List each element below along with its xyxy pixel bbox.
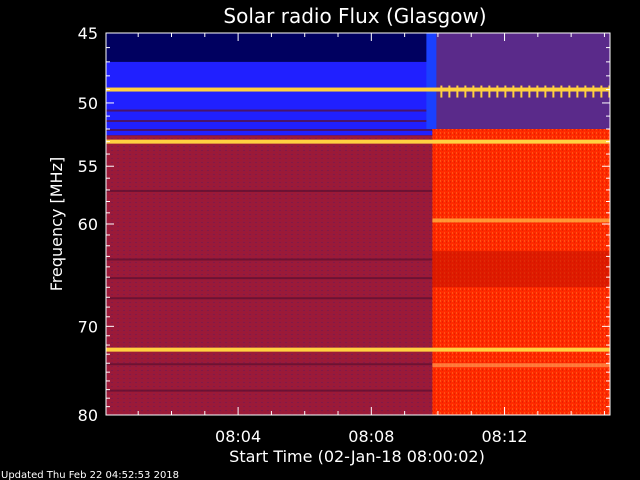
pre-burst-stripe <box>106 363 433 366</box>
comb-tick <box>536 85 539 98</box>
comb-tick <box>456 85 459 98</box>
comb-tick <box>472 85 475 98</box>
comb-tick <box>440 85 443 98</box>
comb-tick <box>576 85 579 98</box>
comb-tick <box>600 85 603 98</box>
plot-area <box>105 32 611 416</box>
y-tick-label: 70 <box>78 317 98 336</box>
pre-burst-stripe <box>106 277 433 280</box>
comb-tick <box>608 85 611 98</box>
comb-tick <box>560 85 563 98</box>
pre-burst-stripe <box>106 109 433 112</box>
pre-burst-stripe <box>106 119 433 122</box>
comb-tick <box>488 85 491 98</box>
y-tick-label: 45 <box>78 24 98 43</box>
updated-timestamp: Updated Thu Feb 22 04:52:53 2018 <box>1 470 179 480</box>
comb-tick <box>480 85 483 98</box>
comb-tick <box>584 85 587 98</box>
x-tick-label: 08:12 <box>481 427 527 446</box>
comb-tick <box>552 85 555 98</box>
comb-tick <box>528 85 531 98</box>
chart-title: Solar radio Flux (Glasgow) <box>223 4 486 28</box>
comb-tick <box>496 85 499 98</box>
post-burst-purple-band <box>432 33 610 129</box>
x-tick-label: 08:04 <box>215 427 261 446</box>
pre-burst-stripe <box>106 297 433 300</box>
bright-band <box>106 347 610 352</box>
y-tick-label: 60 <box>78 215 98 234</box>
comb-tick <box>568 85 571 98</box>
comb-tick <box>504 85 507 98</box>
post-burst-bright-line <box>432 218 610 223</box>
pre-burst-stripe <box>106 389 433 392</box>
y-tick-label: 50 <box>78 94 98 113</box>
comb-tick <box>544 85 547 98</box>
x-axis: 08:04 08:08 08:12 <box>137 33 605 446</box>
post-burst-bright-line <box>432 363 610 368</box>
y-axis: 45 50 55 60 70 80 <box>78 24 610 425</box>
x-tick-label: 08:08 <box>348 427 394 446</box>
y-tick-label: 55 <box>78 157 98 176</box>
comb-tick <box>592 85 595 98</box>
post-burst-dark-band <box>432 251 610 288</box>
pre-burst-stripe <box>106 189 433 192</box>
pre-burst-stripe <box>106 128 433 131</box>
comb-tick <box>448 85 451 98</box>
y-tick-label: 80 <box>78 406 98 425</box>
transition-edge <box>426 33 437 129</box>
x-axis-label: Start Time (02-Jan-18 08:00:02) <box>229 447 485 466</box>
bright-band <box>106 139 610 144</box>
bright-band <box>106 87 610 92</box>
pre-burst-low-band <box>106 33 433 62</box>
comb-tick <box>512 85 515 98</box>
y-axis-label: Frequency [MHz] <box>47 157 66 291</box>
pre-burst-blue-band <box>106 61 433 136</box>
pre-burst-texture <box>106 135 433 415</box>
pre-burst-stripe <box>106 258 433 261</box>
comb-tick <box>464 85 467 98</box>
comb-tick <box>520 85 523 98</box>
